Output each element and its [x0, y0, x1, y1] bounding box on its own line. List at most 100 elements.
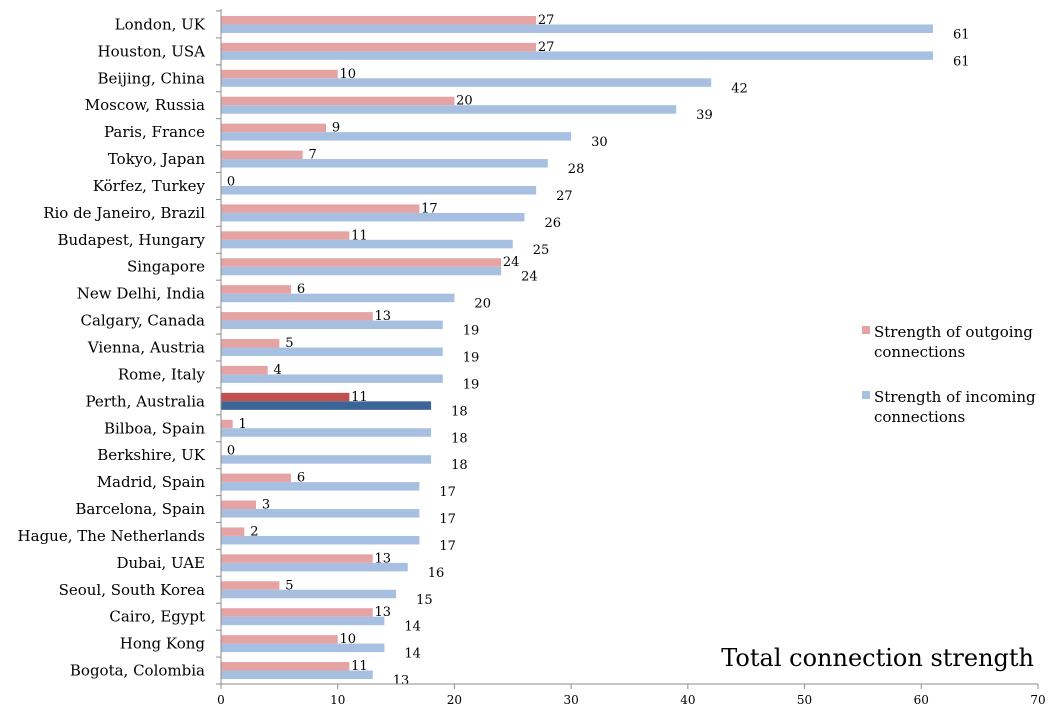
- x-axis: 0 10 20 30 40 50 60 70: [216, 9, 1046, 707]
- value-label-outgoing: 11: [351, 659, 368, 674]
- category-label: Beijing, China: [98, 69, 206, 87]
- value-label-incoming: 16: [428, 566, 445, 581]
- category-labels: London, UK Houston, USA Beijing, China Mosc…: [18, 15, 206, 679]
- category-label: Rome, Italy: [118, 365, 206, 383]
- bar-outgoing: [221, 419, 233, 429]
- category-label: Berkshire, UK: [97, 446, 206, 464]
- value-label-outgoing: 11: [351, 390, 368, 405]
- category-label: London, UK: [115, 15, 206, 33]
- bar-incoming: [221, 670, 373, 680]
- value-label-outgoing: 7: [309, 148, 317, 163]
- bar-outgoing: [221, 204, 420, 213]
- bar-incoming: [221, 374, 443, 383]
- bar-incoming: [221, 401, 432, 410]
- value-label-incoming: 14: [404, 647, 421, 662]
- bar-outgoing: [221, 662, 350, 671]
- value-label-outgoing: 13: [374, 605, 391, 620]
- value-label-incoming: 18: [451, 458, 468, 473]
- category-label: Vienna, Austria: [87, 339, 205, 357]
- legend-swatch: [862, 391, 870, 399]
- value-label-outgoing: 27: [538, 13, 555, 28]
- bars-layer: [221, 15, 933, 680]
- bar-outgoing: [221, 392, 350, 402]
- value-label-incoming: 19: [463, 351, 480, 366]
- bar-incoming: [221, 185, 537, 195]
- value-label-incoming: 39: [696, 108, 713, 123]
- bar-outgoing: [221, 96, 455, 106]
- value-label-incoming: 25: [533, 243, 550, 258]
- x-tick-label: 20: [447, 693, 462, 707]
- value-label-outgoing: 4: [274, 363, 282, 378]
- bar-incoming: [221, 535, 420, 545]
- bar-outgoing: [221, 312, 373, 321]
- bar-incoming: [221, 78, 712, 87]
- legend-label: connections: [874, 408, 965, 426]
- value-label-incoming: 18: [451, 404, 468, 419]
- category-label: Perth, Australia: [85, 392, 205, 410]
- bar-incoming: [221, 562, 408, 572]
- value-label-outgoing: 27: [538, 40, 555, 55]
- value-label-incoming: 30: [591, 135, 608, 150]
- value-label-outgoing: 6: [297, 471, 305, 486]
- value-label-outgoing: 11: [351, 228, 368, 243]
- bar-outgoing: [221, 15, 537, 25]
- value-label-incoming: 61: [953, 54, 970, 69]
- category-label: Barcelona, Spain: [75, 500, 205, 518]
- value-label-incoming: 61: [953, 27, 970, 42]
- category-label: Rio de Janeiro, Brazil: [43, 204, 205, 222]
- bar-outgoing: [221, 527, 245, 536]
- value-label-outgoing: 24: [503, 255, 520, 270]
- value-label-incoming: 24: [521, 270, 538, 285]
- value-label-incoming: 15: [416, 593, 433, 608]
- category-label: Calgary, Canada: [80, 312, 205, 330]
- bar-incoming: [221, 212, 525, 222]
- category-label: Singapore: [127, 258, 205, 276]
- bar-outgoing: [221, 473, 292, 483]
- bar-outgoing: [221, 69, 338, 79]
- category-label: Madrid, Spain: [97, 473, 206, 491]
- bar-incoming: [221, 51, 933, 60]
- value-label-incoming: 28: [568, 162, 585, 177]
- x-tick-label: 30: [564, 693, 579, 707]
- value-label-outgoing: 20: [456, 94, 473, 109]
- bar-outgoing: [221, 339, 280, 348]
- value-label-incoming: 17: [439, 485, 456, 500]
- value-label-outgoing: 10: [339, 67, 356, 82]
- value-label-outgoing: 0: [227, 174, 235, 189]
- chart-annotation: Total connection strength: [721, 644, 1034, 672]
- bar-incoming: [221, 105, 677, 114]
- value-labels: 2761276110422039930728027172611252424620…: [227, 13, 970, 689]
- value-label-incoming: 42: [731, 81, 748, 96]
- value-label-incoming: 14: [404, 620, 421, 635]
- value-label-outgoing: 3: [262, 498, 270, 513]
- bar-incoming: [221, 509, 420, 518]
- value-label-incoming: 19: [463, 324, 480, 339]
- bar-incoming: [221, 320, 443, 330]
- bar-outgoing: [221, 581, 280, 590]
- category-label: Hague, The Netherlands: [18, 527, 205, 545]
- category-label: Bogota, Colombia: [70, 662, 205, 680]
- bar-outgoing: [221, 42, 537, 52]
- x-tick-label: 70: [1030, 693, 1045, 707]
- category-label: Paris, France: [104, 123, 205, 141]
- bar-outgoing: [221, 500, 257, 510]
- value-label-incoming: 18: [451, 431, 468, 446]
- bar-incoming: [221, 482, 420, 491]
- bar-outgoing: [221, 608, 373, 617]
- value-label-incoming: 26: [544, 216, 561, 231]
- bar-incoming: [221, 239, 513, 249]
- value-label-incoming: 19: [463, 377, 480, 392]
- bar-outgoing: [221, 231, 350, 240]
- value-label-outgoing: 17: [421, 201, 438, 216]
- category-label: Budapest, Hungary: [57, 231, 205, 249]
- bar-outgoing: [221, 123, 327, 133]
- value-label-incoming: 17: [439, 539, 456, 554]
- x-tick-label: 40: [680, 693, 695, 707]
- bar-incoming: [221, 293, 455, 303]
- category-label: Hong Kong: [120, 635, 206, 653]
- legend-swatch: [862, 326, 870, 334]
- value-label-incoming: 17: [439, 512, 456, 527]
- value-label-outgoing: 1: [239, 417, 247, 432]
- x-tick-label: 50: [797, 693, 812, 707]
- value-label-incoming: 13: [393, 674, 410, 689]
